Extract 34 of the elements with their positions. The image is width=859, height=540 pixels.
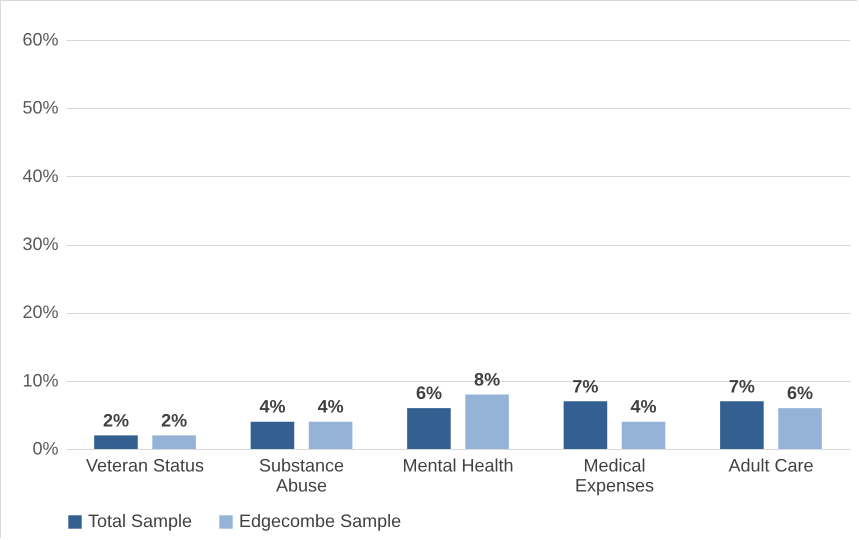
bar [250, 422, 294, 449]
x-tick-label: Substance Abuse [258, 456, 344, 496]
bar [622, 422, 666, 449]
y-tick-label: 50% [22, 98, 58, 118]
data-label: 6% [416, 383, 442, 404]
bar [308, 422, 352, 449]
data-label: 2% [102, 410, 129, 430]
bar [720, 401, 764, 449]
x-tick-label: Adult Care [728, 456, 814, 476]
bar [94, 435, 138, 449]
x-tick-label: Medical Expenses [574, 456, 654, 496]
y-tick-label: 20% [22, 302, 58, 322]
y-tick-label: 40% [22, 166, 58, 186]
data-label: 4% [630, 396, 657, 417]
y-tick-label: 10% [22, 370, 58, 390]
data-label: 4% [318, 396, 344, 417]
data-label: 6% [787, 383, 814, 404]
y-tick-label: 0% [32, 438, 58, 458]
y-tick-label: 60% [22, 30, 58, 50]
data-label: 7% [728, 376, 755, 396]
bar [564, 401, 608, 449]
legend-label: Total Sample [88, 511, 192, 531]
data-label: 7% [572, 376, 598, 396]
data-label: 2% [161, 410, 188, 430]
x-tick-label: Mental Health [402, 456, 514, 476]
bar [407, 408, 451, 449]
data-label: 4% [259, 396, 286, 417]
bar [465, 394, 509, 449]
x-tick-label: Veteran Status [86, 456, 204, 476]
bar [152, 435, 196, 449]
bar [778, 408, 822, 449]
legend-label: Edgecombe Sample [239, 511, 402, 531]
y-tick-label: 30% [22, 234, 58, 254]
data-label: 8% [474, 369, 500, 390]
